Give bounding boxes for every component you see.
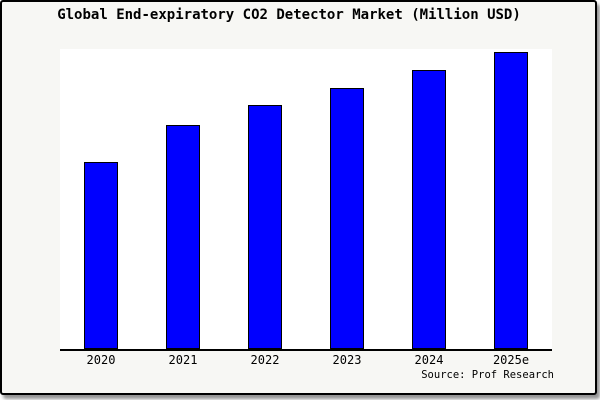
x-label-2024: 2024 [414,353,444,367]
bar-slot-2021 [142,49,224,349]
plot-area [60,49,552,351]
x-label-2023: 2023 [332,353,362,367]
chart-title: Global End-expiratory CO2 Detector Marke… [57,7,521,23]
bar-slot-2022 [224,49,306,349]
x-axis-labels: 2020 2021 2022 2023 2024 2025e [60,354,552,367]
bar-2023 [330,87,364,349]
bar-2022 [248,105,282,349]
bar-slot-2023 [306,49,388,349]
bar-2025e [494,51,528,349]
bar-slot-2025e [470,49,552,349]
bar-2024 [412,69,446,349]
source-credit: Source: Prof Research [421,369,554,381]
bar-2021 [166,124,200,349]
bars [60,49,552,349]
bar-slot-2024 [388,49,470,349]
x-label-2025e: 2025e [492,353,530,367]
x-label-2021: 2021 [168,353,198,367]
bar-2020 [84,161,118,349]
x-label-2022: 2022 [250,353,280,367]
bar-slot-2020 [60,49,142,349]
x-label-2020: 2020 [86,353,116,367]
